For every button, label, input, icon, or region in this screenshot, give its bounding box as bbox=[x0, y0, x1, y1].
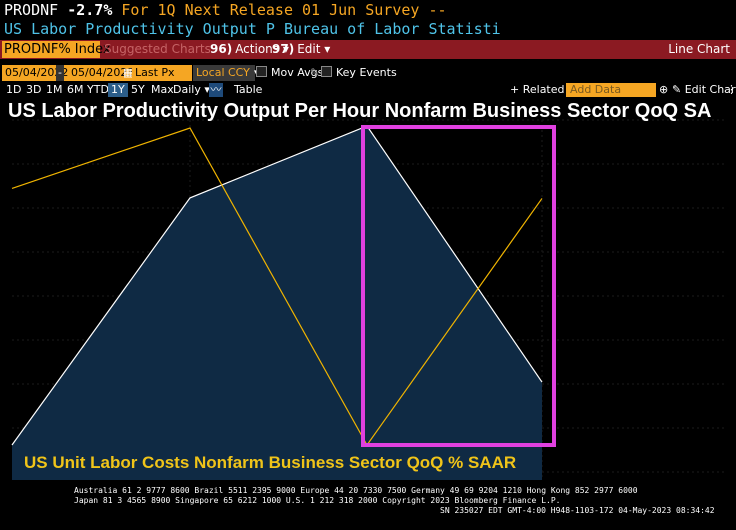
currency-field[interactable]: Local CCY bbox=[193, 65, 255, 81]
series1-area bbox=[12, 126, 542, 480]
mov-avgs-label: Mov Avgs bbox=[271, 66, 324, 79]
actions-menu[interactable]: 96) Actions ▾ bbox=[210, 42, 289, 57]
chart-type-label: Line Chart bbox=[668, 42, 730, 56]
edit-chart-button[interactable]: ✎ Edit Chart bbox=[672, 83, 736, 97]
line-chart[interactable] bbox=[0, 100, 736, 485]
edit-label: Edit bbox=[297, 42, 321, 56]
edit-chart-label: Edit Chart bbox=[684, 83, 736, 96]
calendar-icon[interactable]: ▦ bbox=[123, 66, 134, 79]
date-separator: - bbox=[56, 65, 64, 81]
line-chart-icon[interactable]: 〰 bbox=[209, 83, 223, 97]
ticker-symbol: PRODNF bbox=[4, 1, 59, 19]
checkbox-icon bbox=[321, 66, 332, 77]
range-5y[interactable]: 5Y bbox=[131, 83, 145, 96]
header-line: PRODNF -2.7% For 1Q Next Release 01 Jun … bbox=[0, 0, 736, 20]
price-field[interactable]: Last Px bbox=[132, 65, 192, 81]
footer-copyright: Japan 81 3 4565 8900 Singapore 65 6212 1… bbox=[74, 496, 561, 505]
series2-line[interactable] bbox=[11, 127, 543, 447]
plus-icon: + bbox=[510, 83, 520, 96]
series2-label: US Unit Labor Costs Nonfarm Business Sec… bbox=[24, 453, 517, 472]
chevron-down-icon: ▾ bbox=[324, 42, 331, 56]
range-1y[interactable]: 1Y bbox=[108, 83, 128, 97]
end-date-field[interactable]: 05/04/2023 bbox=[68, 65, 138, 81]
series1-line[interactable] bbox=[11, 125, 543, 446]
chart-title: US Labor Productivity Output Per Hour No… bbox=[8, 100, 712, 122]
last-value: -2.7% bbox=[67, 1, 113, 19]
edit-menu[interactable]: 97) Edit ▾ bbox=[272, 42, 330, 57]
key-events-label: Key Events bbox=[336, 66, 397, 79]
actions-label: Actions bbox=[235, 42, 280, 56]
next-release: Next Release 01 Jun bbox=[184, 1, 357, 19]
period-selector[interactable]: Daily ▾ bbox=[173, 83, 210, 97]
range-1d[interactable]: 1D bbox=[6, 83, 22, 96]
pencil-icon[interactable]: ✎ bbox=[310, 66, 320, 79]
pencil-icon: ✎ bbox=[672, 83, 682, 96]
footer-contacts: Australia 61 2 9777 8600 Brazil 5511 239… bbox=[74, 486, 638, 495]
chevron-down-icon: ▾ bbox=[282, 42, 289, 56]
range-row: 1D 3D 1M 6M YTD 1Y 5Y Max Daily ▾ 〰 Tabl… bbox=[0, 82, 736, 98]
ticker-input[interactable]: PRODNF% Index bbox=[2, 41, 111, 58]
footer-session: SN 235027 EDT GMT-4:00 H948-1103-172 04-… bbox=[440, 506, 715, 515]
toolbar: PRODNF% Index Suggested Charts 96) Action… bbox=[0, 40, 736, 59]
survey-label: Survey -- bbox=[365, 1, 447, 19]
options-row: 05/04/2022 - 05/04/2023 ▦ Last Px Local … bbox=[0, 64, 736, 82]
range-6m[interactable]: 6M bbox=[67, 83, 84, 96]
start-date-field[interactable]: 05/04/2022 bbox=[2, 65, 72, 81]
checkbox-icon bbox=[256, 66, 267, 77]
key-events-toggle[interactable]: Key Events bbox=[321, 65, 397, 81]
chevron-down-icon: ▾ bbox=[204, 83, 210, 96]
range-1m[interactable]: 1M bbox=[46, 83, 63, 96]
period-label: Daily bbox=[173, 83, 201, 96]
period-label: For 1Q bbox=[121, 1, 176, 19]
chart-settings-icon[interactable]: ⋮ bbox=[726, 83, 736, 96]
edit-shortcut: 97) bbox=[272, 42, 295, 56]
actions-shortcut: 96) bbox=[210, 42, 233, 56]
highlight-box bbox=[361, 125, 556, 447]
range-max[interactable]: Max bbox=[151, 83, 174, 96]
table-button[interactable]: Table bbox=[234, 83, 263, 96]
suggested-charts-button[interactable]: Suggested Charts bbox=[104, 42, 211, 56]
range-ytd[interactable]: YTD bbox=[87, 83, 109, 96]
zoom-icon[interactable]: ⊕ bbox=[659, 83, 669, 96]
security-description: US Labor Productivity Output P Bureau of… bbox=[4, 20, 501, 38]
range-3d[interactable]: 3D bbox=[26, 83, 42, 96]
mov-avgs-toggle[interactable]: Mov Avgs bbox=[256, 65, 323, 81]
add-data-input[interactable]: Add Data bbox=[566, 83, 656, 97]
